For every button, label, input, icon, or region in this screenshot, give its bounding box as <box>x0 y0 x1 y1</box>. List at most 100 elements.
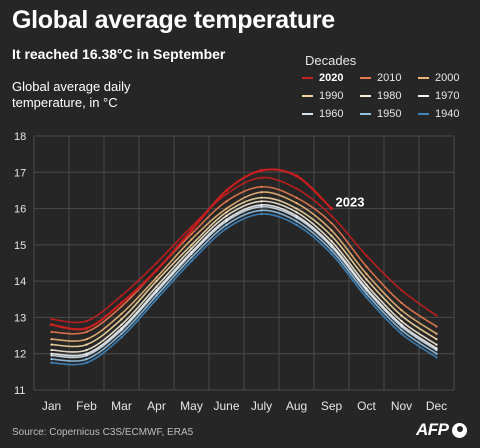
data-point-1990 <box>50 343 53 346</box>
data-point-1990 <box>260 196 263 199</box>
data-point-2010 <box>295 196 298 199</box>
data-point-2000 <box>120 312 123 315</box>
data-point-1990 <box>120 318 123 321</box>
data-point-2020 <box>330 214 333 217</box>
data-point-2010 <box>120 305 123 308</box>
data-point-2000 <box>85 338 88 341</box>
series-line-1990 <box>50 196 438 348</box>
legend-swatch <box>302 95 313 97</box>
x-tick-label: Mar <box>111 399 132 413</box>
data-point-1970 <box>225 218 228 221</box>
y-axis-label: Global average daily temperature, in °C <box>12 79 131 110</box>
data-point-1960 <box>50 354 53 357</box>
data-point-1950 <box>435 352 438 355</box>
legend-item-1950: 1950 <box>360 108 418 120</box>
legend-item-1990: 1990 <box>302 90 360 102</box>
data-point-1970 <box>260 203 263 207</box>
legend-label: 2000 <box>435 72 460 84</box>
data-point-2023 <box>294 174 299 178</box>
legend-label: 1940 <box>435 108 460 120</box>
data-point-2000 <box>400 309 403 312</box>
series-line-2020 <box>50 176 438 324</box>
data-point-2010 <box>330 221 333 225</box>
data-point-1950 <box>190 256 193 259</box>
data-point-1990 <box>435 338 438 341</box>
data-point-2020 <box>190 225 193 228</box>
legend-item-2000: 2000 <box>418 72 476 84</box>
data-point-1940 <box>435 356 438 359</box>
data-point-1940 <box>155 298 158 301</box>
data-point-2000 <box>260 191 263 194</box>
x-tick-label: Dec <box>426 399 447 413</box>
data-point-1950 <box>50 358 53 361</box>
x-tick-label: Oct <box>357 399 376 413</box>
data-point-2023 <box>189 228 194 232</box>
data-point-1990 <box>155 280 158 283</box>
data-point-1960 <box>295 216 298 219</box>
data-point-1960 <box>260 205 263 208</box>
series-line-1980 <box>50 200 438 353</box>
data-point-1980 <box>435 343 438 346</box>
x-tick-label: June <box>213 399 239 413</box>
data-point-1970 <box>85 352 88 355</box>
data-point-2020 <box>260 176 263 179</box>
data-point-2010 <box>50 330 53 334</box>
data-point-1970 <box>50 352 53 355</box>
legend-swatch <box>360 77 371 79</box>
data-point-2023 <box>49 323 54 327</box>
data-point-1940 <box>225 227 228 230</box>
data-point-1990 <box>330 234 333 237</box>
data-point-2023 <box>119 301 124 305</box>
data-point-2023 <box>259 168 264 173</box>
page-title: Global average temperature <box>12 6 335 34</box>
data-point-2020 <box>365 254 368 257</box>
data-point-2000 <box>330 229 333 232</box>
legend-label: 2010 <box>377 72 402 84</box>
data-point-2000 <box>190 238 193 241</box>
data-point-1950 <box>120 332 123 335</box>
legend-item-1980: 1980 <box>360 90 418 102</box>
series-line-2000 <box>50 191 438 342</box>
y-tick-label: 13 <box>14 312 26 324</box>
x-tick-label: Apr <box>147 399 166 413</box>
data-point-1940 <box>260 212 263 216</box>
y-tick-label: 16 <box>14 204 26 216</box>
data-point-1970 <box>155 289 158 292</box>
legend-label: 1970 <box>435 90 460 102</box>
data-point-1940 <box>190 260 193 263</box>
data-point-2023 <box>154 268 159 272</box>
data-point-1970 <box>295 214 298 217</box>
page-subtitle: It reached 16.38°C in September <box>12 46 226 62</box>
x-tick-label: May <box>180 399 203 413</box>
legend-title: Decades <box>305 53 357 68</box>
data-point-1940 <box>400 332 403 335</box>
data-point-1960 <box>435 348 438 352</box>
series-line-1940 <box>50 213 438 366</box>
data-point-1990 <box>190 243 193 246</box>
data-point-2000 <box>155 276 158 279</box>
data-point-2020 <box>225 192 228 196</box>
y-tick-label: 15 <box>14 240 26 252</box>
data-point-1970 <box>190 251 193 254</box>
y-tick-label: 18 <box>14 131 26 143</box>
data-point-1950 <box>365 292 368 295</box>
data-point-1990 <box>365 278 368 281</box>
data-point-2023 <box>84 326 89 330</box>
data-point-1940 <box>330 252 333 256</box>
source-note: Source: Copernicus C3S/ECMWF, ERA5 <box>12 427 194 438</box>
x-tick-label: Feb <box>76 399 97 413</box>
data-point-2000 <box>365 272 368 275</box>
legend-item-2020: 2020 <box>302 72 360 84</box>
series-line-1950 <box>50 209 438 362</box>
data-point-2020 <box>155 261 158 265</box>
y-tick-label: 11 <box>14 385 25 397</box>
legend-swatch <box>360 113 371 115</box>
legend-swatch <box>302 77 313 79</box>
data-point-2020 <box>85 319 88 323</box>
legend-label: 1950 <box>377 108 402 120</box>
legend-label: 1980 <box>377 90 402 102</box>
data-point-1980 <box>225 214 228 217</box>
data-point-1940 <box>120 336 123 339</box>
legend: 2020 2010 2000 1990 1980 1970 1960 1950 … <box>302 72 480 120</box>
